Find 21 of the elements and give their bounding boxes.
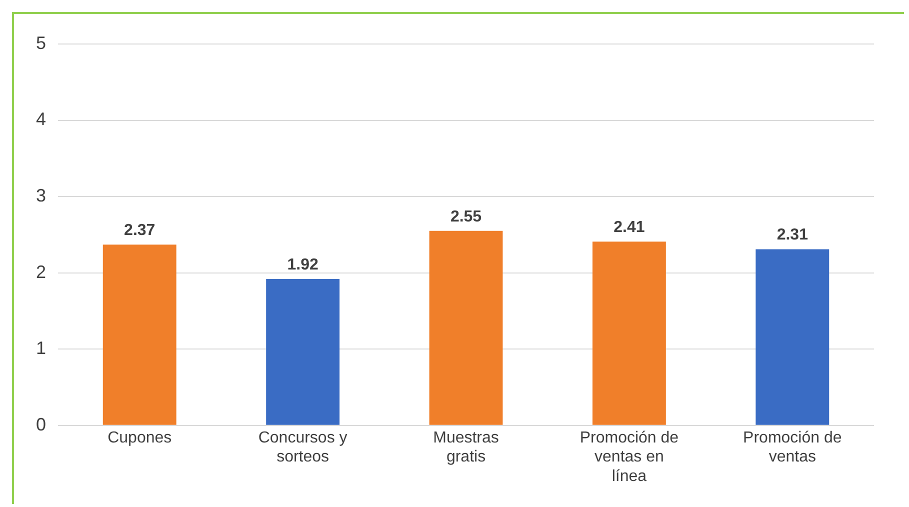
bar (756, 249, 830, 425)
y-tick-label: 4 (36, 109, 46, 130)
x-tick-label: Promoción de ventas en línea (580, 429, 679, 485)
x-tick-label: Promoción de ventas (743, 429, 842, 466)
x-tick-label: Concursos y sorteos (258, 429, 348, 466)
bar (102, 244, 176, 425)
x-tick-label: Muestras gratis (433, 429, 499, 466)
data-label: 1.92 (287, 256, 318, 274)
bar (429, 230, 503, 425)
y-tick-label: 2 (36, 262, 46, 282)
y-tick-label: 1 (36, 338, 46, 358)
x-tick-label: Cupones (108, 429, 172, 446)
bar (266, 278, 340, 425)
y-tick-label: 3 (36, 186, 46, 206)
bar (592, 242, 666, 425)
y-tick-label: 0 (36, 414, 46, 434)
data-label: 2.31 (776, 226, 808, 244)
data-label: 2.37 (124, 222, 156, 240)
y-tick-label: 5 (36, 32, 46, 53)
data-label: 2.55 (450, 208, 482, 226)
data-label: 2.41 (614, 218, 645, 236)
